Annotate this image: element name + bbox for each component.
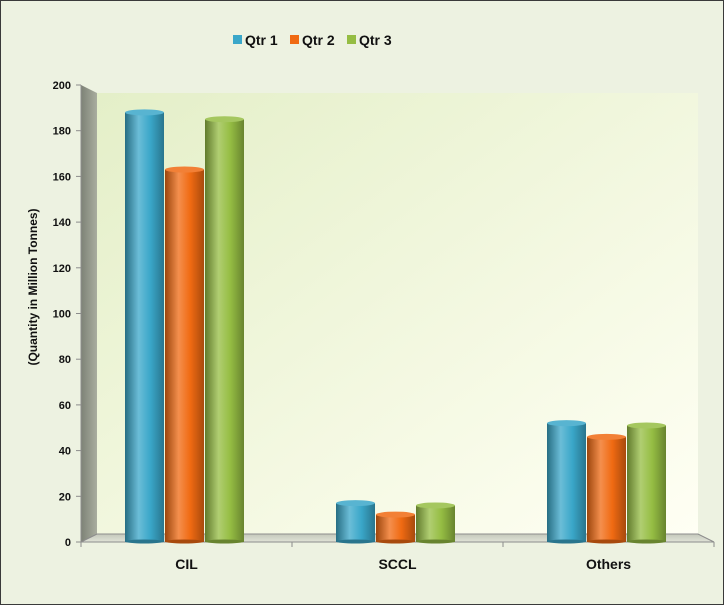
bar bbox=[125, 109, 164, 544]
legend-item: Qtr 2 bbox=[290, 32, 335, 48]
x-category-label: SCCL bbox=[378, 556, 417, 572]
y-tick-label: 40 bbox=[59, 446, 71, 458]
y-tick-label: 100 bbox=[53, 309, 71, 321]
x-category-label: Others bbox=[586, 556, 631, 572]
side-wall bbox=[81, 85, 97, 542]
x-axis-categories: CIL SCCL Others bbox=[80, 542, 715, 572]
bar bbox=[336, 500, 375, 544]
x-category-label: CIL bbox=[175, 556, 198, 572]
bar bbox=[165, 166, 204, 544]
y-tick-label: 80 bbox=[59, 354, 71, 366]
y-tick-label: 140 bbox=[53, 217, 71, 229]
legend-label: Qtr 3 bbox=[359, 32, 392, 48]
legend-item: Qtr 1 bbox=[233, 32, 278, 48]
y-tick-label: 20 bbox=[59, 491, 71, 503]
legend-swatch bbox=[347, 35, 356, 44]
y-tick-label: 160 bbox=[53, 171, 71, 183]
chart-legend: Qtr 1 Qtr 2 Qtr 3 bbox=[233, 32, 392, 48]
y-tick-label: 180 bbox=[53, 126, 71, 138]
y-tick-label: 120 bbox=[53, 263, 71, 275]
y-axis-title: (Quantity in Million Tonnes) bbox=[26, 208, 40, 365]
legend-swatch bbox=[233, 35, 242, 44]
legend-label: Qtr 1 bbox=[245, 32, 278, 48]
bar bbox=[416, 502, 455, 544]
legend-swatch bbox=[290, 35, 299, 44]
bar bbox=[547, 420, 586, 544]
bar bbox=[205, 116, 244, 544]
y-tick-label: 200 bbox=[53, 80, 71, 92]
bar bbox=[376, 511, 415, 544]
y-tick-label: 60 bbox=[59, 400, 71, 412]
y-tick-label: 0 bbox=[65, 537, 71, 549]
legend-item: Qtr 3 bbox=[347, 32, 392, 48]
bar-series bbox=[125, 109, 666, 544]
legend-label: Qtr 2 bbox=[302, 32, 335, 48]
bar bbox=[627, 422, 666, 544]
bar bbox=[587, 433, 626, 544]
y-axis-ticks: 0 20 40 60 80 100 120 140 160 180 200 bbox=[53, 80, 81, 549]
